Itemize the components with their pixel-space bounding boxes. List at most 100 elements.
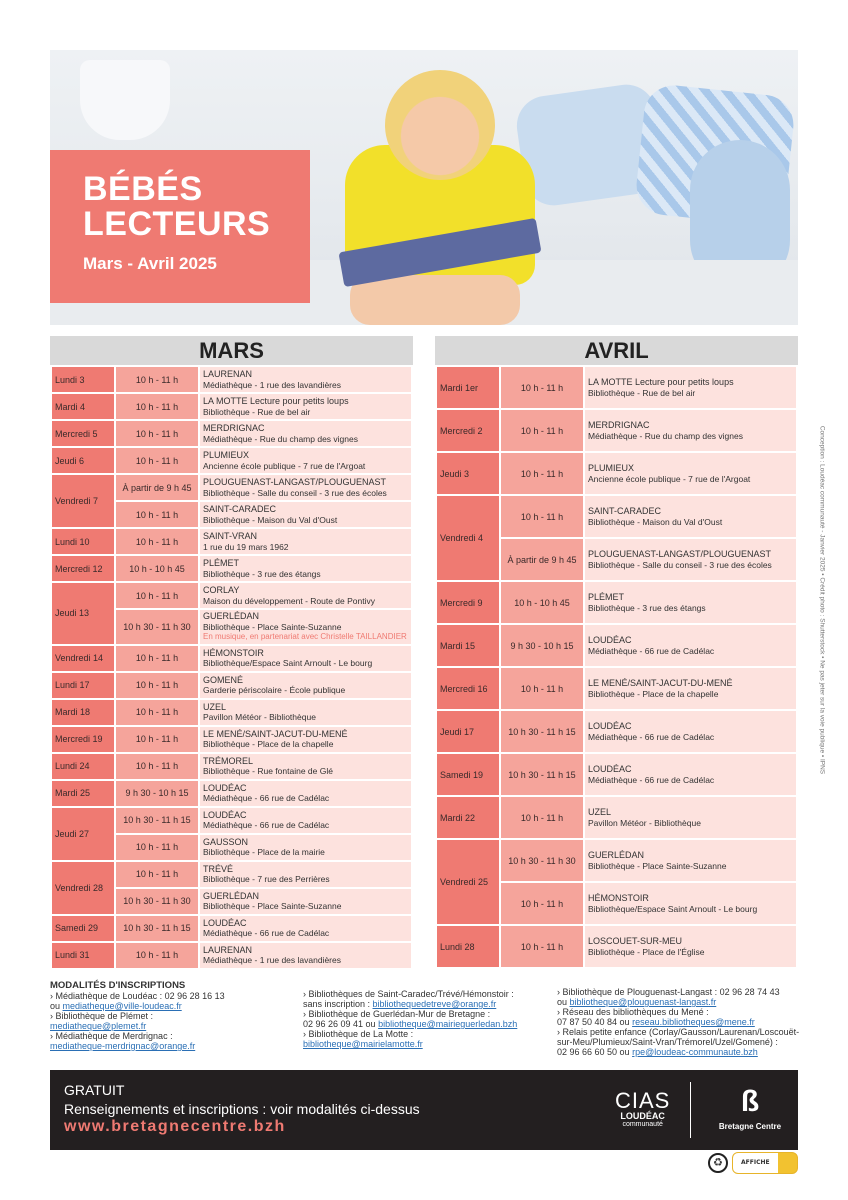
table-row: Lundi 24 10 h - 11 h TRÉMOREL Bibliothèque … bbox=[50, 751, 413, 781]
cias-logo: CIAS LOUDÉAC communauté bbox=[615, 1090, 670, 1129]
place-address: Bibliothèque - 3 rue des étangs bbox=[203, 568, 321, 579]
place-name: LOUDÉAC bbox=[203, 917, 247, 928]
table-row: Lundi 3 10 h - 11 h LAURENAN Médiathèque - … bbox=[50, 365, 413, 394]
contact-email-link[interactable]: bibliotheque@mairieguerledan.bzh bbox=[378, 1019, 518, 1029]
place-address: Bibliothèque - Place Sainte-Suzanne bbox=[588, 860, 727, 871]
place-cell: HÉMONSTOIR Bibliothèque/Espace Saint Arno… bbox=[198, 643, 413, 673]
contact-email-link[interactable]: rpe@loudeac-communaute.bzh bbox=[632, 1047, 758, 1057]
place-name: SAINT-CARADEC bbox=[203, 504, 277, 514]
place-cell: PLUMIEUX Ancienne école publique - 7 rue … bbox=[198, 446, 413, 475]
page-title-line1: BÉBÉS bbox=[83, 170, 203, 208]
info-text: Renseignements et inscriptions : voir mo… bbox=[64, 1101, 420, 1117]
place-name: GAUSSON bbox=[203, 836, 249, 847]
day-cell: Mercredi 5 bbox=[50, 419, 116, 448]
contact-label: › Relais petite enfance (Corlay/Gausson/… bbox=[557, 1027, 800, 1047]
table-row: Vendredi 4 10 h - 11 h SAINT-CARADEC Biblio… bbox=[435, 494, 798, 582]
time-cell: À partir de 9 h 45 bbox=[499, 537, 585, 582]
table-row: 10 h - 11 h HÉMONSTOIR Bibliothèque/Espace… bbox=[436, 881, 798, 926]
website-link[interactable]: www.bretagnecentre.bzh bbox=[64, 1118, 286, 1135]
place-address: Ancienne école publique - 7 rue de l'Arg… bbox=[203, 460, 366, 471]
contact-line: 02 96 26 09 41 ou bibliotheque@mairiegue… bbox=[303, 1019, 548, 1029]
time-cell: 10 h - 11 h bbox=[499, 666, 585, 711]
lamp-shape bbox=[80, 60, 170, 140]
day-cell: Jeudi 6 bbox=[50, 446, 116, 475]
table-row: Mercredi 2 10 h - 11 h MERDRIGNAC Médiathèq… bbox=[435, 408, 798, 453]
place-address: Médiathèque - 1 rue des lavandières bbox=[203, 379, 341, 390]
place-cell: GAUSSON Bibliothèque - Place de la mairie bbox=[198, 832, 413, 862]
place-name: TRÉMOREL bbox=[203, 755, 254, 766]
place-name: GUERLÉDAN bbox=[203, 890, 260, 901]
place-cell: LAURENAN Médiathèque - 1 rue des lavandiè… bbox=[198, 940, 413, 970]
place-cell: GOMENÉ Garderie périscolaire - École publ… bbox=[198, 670, 413, 700]
place-address: Bibliothèque - Place de la chapelle bbox=[203, 739, 334, 749]
page-subtitle: Mars - Avril 2025 bbox=[83, 254, 217, 273]
day-cell: Jeudi 3 bbox=[435, 451, 501, 496]
place-name: MERDRIGNAC bbox=[588, 420, 650, 430]
place-address: Médiathèque - Rue du champ des vignes bbox=[588, 430, 743, 441]
place-cell: TRÉVÉ Bibliothèque - 7 rue des Perrières bbox=[198, 859, 413, 889]
place-name: PLOUGUENAST-LANGAST/PLOUGUENAST bbox=[588, 549, 772, 559]
time-cell: 10 h - 11 h bbox=[114, 670, 200, 700]
bretagne-centre-logo: ß Bretagne Centre bbox=[715, 1082, 785, 1131]
contact-label: › Médiathèque de Merdrignac : bbox=[50, 1031, 173, 1041]
time-cell: 10 h 30 - 11 h 15 bbox=[499, 752, 585, 797]
table-row: Mardi 1er 10 h - 11 h LA MOTTE Lecture pou… bbox=[435, 365, 798, 410]
place-name: GUERLÉDAN bbox=[588, 850, 645, 860]
place-name: UZEL bbox=[203, 701, 227, 712]
contact-email-link[interactable]: bibliotheque@plouguenast-langast.fr bbox=[569, 997, 717, 1007]
inscriptions-col3: › Bibliothèque de Plouguenast-Langast : … bbox=[557, 987, 802, 1057]
place-name: LOUDÉAC bbox=[203, 782, 247, 793]
day-cell: Mercredi 9 bbox=[435, 580, 501, 625]
time-cell: 10 h - 10 h 45 bbox=[114, 554, 200, 583]
contact-email-link[interactable]: mediatheque@plemet.fr bbox=[50, 1021, 147, 1031]
contact-email-link[interactable]: bibliotheque@mairielamotte.fr bbox=[303, 1039, 423, 1049]
recycle-icon: ♻ bbox=[708, 1153, 728, 1173]
place-cell: LA MOTTE Lecture pour petits loups Biblio… bbox=[198, 392, 413, 421]
time-cell: 10 h - 11 h bbox=[114, 940, 200, 970]
contact-label: › Bibliothèques de Saint-Caradec/Trévé/H… bbox=[303, 989, 514, 999]
place-name: LOUDÉAC bbox=[203, 809, 247, 820]
place-note: En musique, en partenariat avec Christel… bbox=[203, 632, 407, 641]
time-cell: 10 h - 11 h bbox=[114, 724, 200, 754]
time-cell: 10 h 30 - 11 h 15 bbox=[499, 709, 585, 754]
place-name: UZEL bbox=[588, 807, 612, 817]
day-cell: Mardi 18 bbox=[50, 697, 116, 727]
day-cell: Lundi 10 bbox=[50, 527, 116, 556]
table-row: Lundi 31 10 h - 11 h LAURENAN Médiathèque -… bbox=[50, 940, 413, 970]
cias-logo-sub: LOUDÉAC bbox=[620, 1111, 665, 1121]
place-address: Médiathèque - 66 rue de Cadélac bbox=[588, 731, 715, 742]
avril-heading: AVRIL bbox=[435, 336, 798, 365]
page-title-line2: LECTEURS bbox=[83, 205, 271, 243]
day-cell: Jeudi 27 bbox=[50, 805, 116, 862]
contact-label: › Bibliothèque de La Motte : bbox=[303, 1029, 414, 1039]
table-row: Mardi 22 10 h - 11 h UZEL Pavillon Météor -… bbox=[435, 795, 798, 840]
contact-prefix: 07 87 50 40 84 ou bbox=[557, 1017, 633, 1027]
place-cell: LOUDÉAC Médiathèque - 66 rue de Cadélac bbox=[583, 752, 798, 797]
contact-email-link[interactable]: bibliothequedetreve@orange.fr bbox=[372, 999, 497, 1009]
time-cell: À partir de 9 h 45 bbox=[114, 473, 200, 502]
day-cell: Samedi 29 bbox=[50, 913, 116, 943]
contact-email-link[interactable]: reseau.bibliotheques@mene.fr bbox=[632, 1017, 755, 1027]
place-cell: GUERLÉDAN Bibliothèque - Place Sainte-Suz… bbox=[583, 838, 798, 883]
place-address: Pavillon Météor - Bibliothèque bbox=[203, 712, 316, 722]
contact-line: 02 96 66 60 50 ou rpe@loudeac-communaute… bbox=[557, 1047, 802, 1057]
day-cell: Vendredi 7 bbox=[50, 473, 116, 529]
time-cell: 10 h - 11 h bbox=[499, 365, 585, 410]
contact-email-link[interactable]: mediatheque@ville-loudeac.fr bbox=[62, 1001, 182, 1011]
time-cell: 10 h - 11 h bbox=[114, 419, 200, 448]
table-row: Mardi 4 10 h - 11 h LA MOTTE Lecture pour … bbox=[50, 392, 413, 421]
place-address: Bibliothèque - Place Sainte-Suzanne bbox=[203, 621, 342, 632]
contact-email-link[interactable]: mediatheque-merdrignac@orange.fr bbox=[50, 1041, 196, 1051]
place-address: Bibliothèque - Rue de bel air bbox=[203, 406, 311, 417]
time-cell: 9 h 30 - 10 h 15 bbox=[499, 623, 585, 668]
contact-label: › Médiathèque de Loudéac : 02 96 28 16 1… bbox=[50, 991, 225, 1001]
contact-prefix: ou bbox=[50, 1001, 63, 1011]
time-cell: 10 h - 10 h 45 bbox=[499, 580, 585, 625]
day-cell: Mercredi 16 bbox=[435, 666, 501, 711]
place-cell: LOUDÉAC Médiathèque - 66 rue de Cadélac bbox=[583, 709, 798, 754]
place-name: PLUMIEUX bbox=[588, 463, 635, 473]
contact-label: › Bibliothèque de Guerlédan-Mur de Breta… bbox=[303, 1009, 491, 1019]
place-address: Bibliothèque - Maison du Val d'Oust bbox=[588, 516, 723, 527]
place-name: PLÉMET bbox=[588, 592, 625, 602]
time-cell: 10 h - 11 h bbox=[499, 795, 585, 840]
